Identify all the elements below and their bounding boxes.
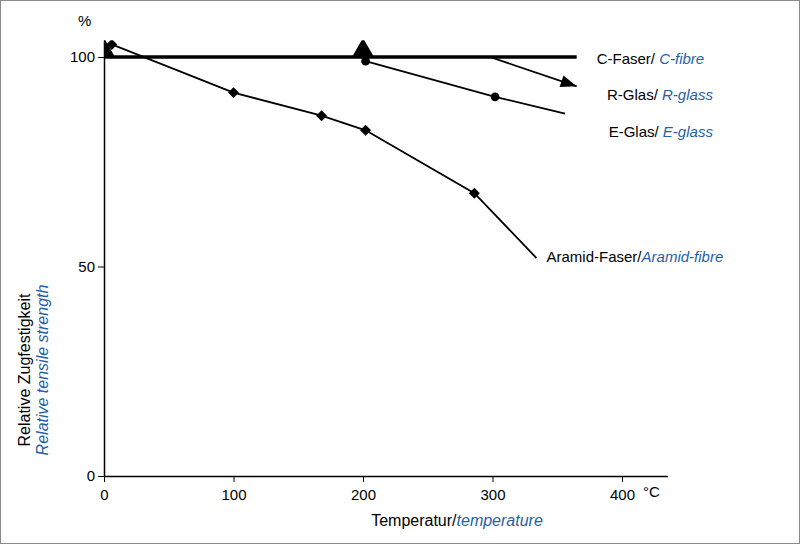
- y-tick: 100: [70, 48, 104, 65]
- y-axis-title: Relative tensile strength: [34, 285, 51, 456]
- marker: [228, 87, 239, 98]
- x-axis-line: [105, 476, 668, 478]
- series-label: R-Glas/ R-glass: [607, 86, 713, 103]
- y-axis-line: [104, 41, 106, 477]
- x-axis-title: Temperatur/temperature: [371, 512, 543, 529]
- y-tick-label: 0: [87, 467, 95, 484]
- marker: [491, 92, 500, 101]
- x-tick-label: 0: [100, 486, 108, 503]
- x-tick: 100: [221, 476, 246, 503]
- series-label: C-Faser/ C-fibre: [597, 50, 705, 67]
- frame: [1, 1, 800, 544]
- marker: [361, 57, 370, 66]
- x-tick: 0: [100, 476, 108, 503]
- x-tick-label: 100: [221, 486, 246, 503]
- marker: [106, 40, 117, 50]
- x-tick-mark: [493, 476, 494, 482]
- x-tick-mark: [234, 476, 235, 482]
- marker: [352, 40, 375, 57]
- label-de: R-Glas/: [607, 86, 662, 103]
- series-label: Aramid-Faser/Aramid-fibre: [547, 248, 724, 265]
- x-tick: 400: [610, 476, 635, 503]
- y-tick-mark: [98, 267, 104, 268]
- label-de: Temperatur/: [371, 512, 457, 529]
- label-en: E-glass: [663, 123, 714, 140]
- plot-area: [104, 40, 579, 258]
- x-unit: °C: [643, 483, 660, 500]
- marker: [560, 76, 579, 92]
- series-line: [112, 44, 537, 258]
- x-tick-mark: [622, 476, 623, 482]
- marker: [360, 125, 371, 136]
- label-en: C-fibre: [659, 50, 704, 67]
- series-line: [104, 55, 577, 59]
- y-tick: 50: [78, 258, 104, 275]
- label-de: C-Faser/: [597, 50, 660, 67]
- marker: [316, 110, 327, 121]
- y-tick: 0: [87, 467, 104, 484]
- y-unit: %: [78, 12, 91, 29]
- x-tick-label: 400: [610, 486, 635, 503]
- y-axis: 0 50 100: [70, 41, 105, 485]
- x-tick-label: 200: [351, 486, 376, 503]
- x-axis: 0 100 200 300 400: [100, 476, 667, 503]
- label-en: Aramid-fibre: [641, 248, 724, 265]
- y-tick-mark: [98, 476, 104, 477]
- label-en: temperature: [457, 512, 543, 529]
- y-tick-label: 100: [70, 48, 95, 65]
- x-tick-label: 300: [480, 486, 505, 503]
- y-tick-mark: [98, 57, 104, 58]
- series-label: E-Glas/ E-glass: [609, 123, 714, 140]
- series-line: [366, 61, 565, 113]
- label-de: E-Glas/: [609, 123, 663, 140]
- y-axis-title: Relative Zugfestigkeit: [16, 293, 33, 447]
- y-tick-label: 50: [78, 258, 95, 275]
- x-tick: 300: [480, 476, 505, 503]
- marker: [469, 188, 480, 199]
- x-tick-mark: [104, 476, 105, 482]
- label-en: R-glass: [662, 86, 713, 103]
- chart: 0 100 200 300 400 0 50 100% °C Temperatur/tempera…: [0, 0, 800, 544]
- label-de: Aramid-Faser/: [547, 248, 643, 265]
- x-tick: 200: [351, 476, 376, 503]
- x-tick-mark: [363, 476, 364, 482]
